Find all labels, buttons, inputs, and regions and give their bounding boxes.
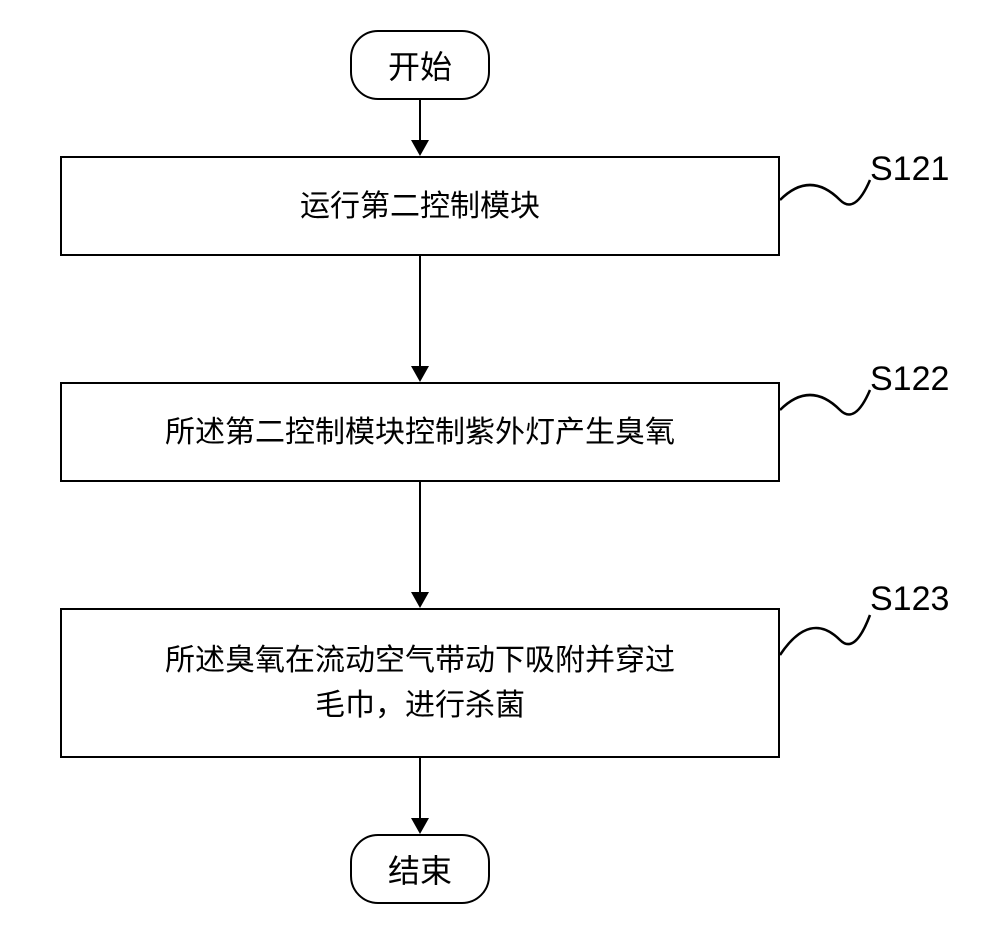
curve-s123 (0, 0, 1000, 925)
